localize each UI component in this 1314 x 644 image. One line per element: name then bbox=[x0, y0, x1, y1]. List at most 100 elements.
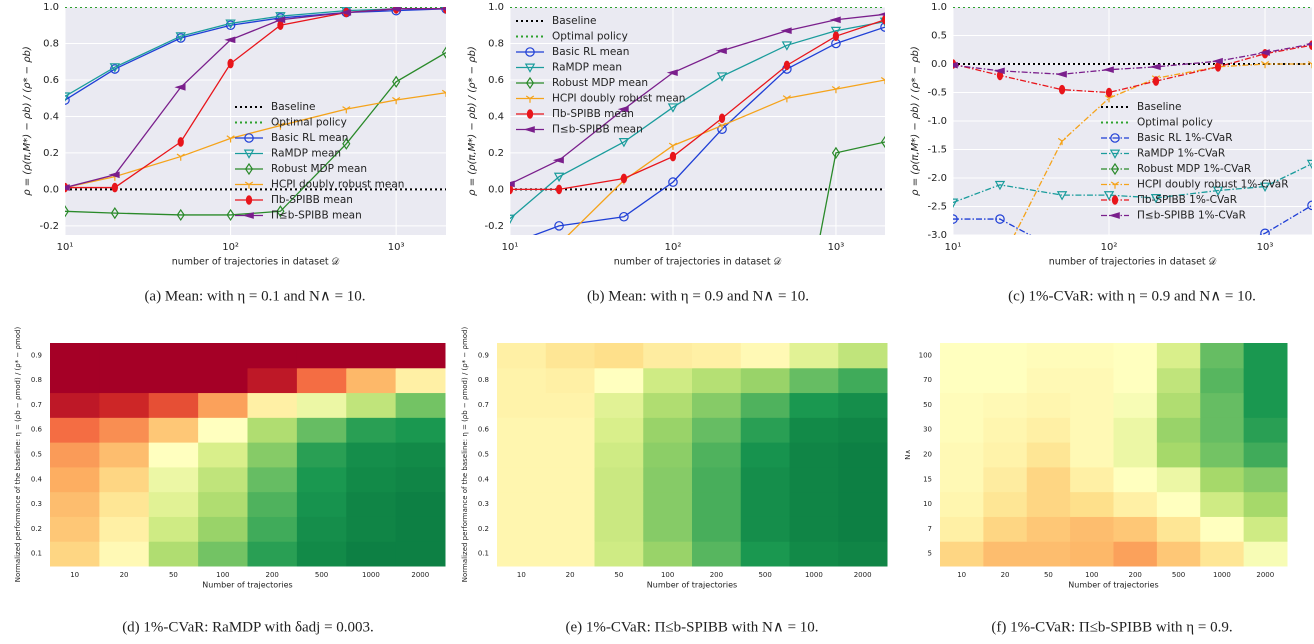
y-tick-label: 0.2 bbox=[43, 148, 59, 159]
heatmap-cell bbox=[545, 541, 595, 567]
heatmap-cell bbox=[497, 343, 547, 369]
heatmap-cell bbox=[983, 367, 1028, 394]
marker bbox=[525, 47, 535, 57]
marker bbox=[994, 180, 1006, 191]
heatmap-cell bbox=[692, 442, 742, 468]
heatmap-cell bbox=[1070, 466, 1114, 493]
x-axis-label: Number of trajectories bbox=[202, 581, 292, 590]
y-tick-label: 0.0 bbox=[931, 59, 947, 70]
heatmap-cell bbox=[1156, 343, 1201, 369]
y-tick-label: 1.0 bbox=[488, 2, 504, 13]
y-tick-label: 0.7 bbox=[31, 401, 42, 409]
heatmap-cell bbox=[1200, 491, 1245, 517]
heatmap-cell bbox=[545, 516, 595, 542]
marker bbox=[555, 184, 563, 195]
heatmap-cell bbox=[497, 442, 547, 468]
heatmap-cell bbox=[594, 466, 644, 493]
series-line bbox=[510, 13, 885, 185]
heatmap-cell bbox=[643, 541, 693, 567]
heatmap-cell bbox=[692, 516, 742, 542]
marker bbox=[782, 95, 791, 103]
heatmap-cell bbox=[1200, 392, 1245, 418]
heatmap-cell bbox=[497, 541, 547, 567]
legend-label: Basic RL mean bbox=[552, 46, 629, 58]
x-tick-label: 1000 bbox=[362, 571, 380, 579]
marker bbox=[523, 126, 535, 133]
x-tick-label: 100 bbox=[661, 571, 674, 579]
marker bbox=[225, 19, 236, 29]
heatmap-cell bbox=[838, 516, 888, 542]
heatmap-cell bbox=[198, 392, 248, 418]
heatmap-cell bbox=[1156, 442, 1201, 468]
heatmap-cell bbox=[296, 367, 347, 394]
x-tick-label: 10 bbox=[957, 571, 966, 579]
heatmap-cell bbox=[1200, 367, 1245, 394]
heatmap-cell bbox=[789, 392, 839, 418]
heatmap-cell bbox=[148, 367, 199, 394]
marker bbox=[953, 214, 958, 224]
marker bbox=[65, 95, 70, 105]
x-tick-label: 500 bbox=[315, 571, 328, 579]
heatmap-cell bbox=[940, 343, 984, 369]
heatmap-cell bbox=[395, 516, 446, 542]
marker bbox=[439, 7, 446, 11]
heatmap-cell bbox=[99, 442, 150, 468]
y-tick-label: -0.2 bbox=[484, 221, 504, 232]
heatmap-cell bbox=[198, 442, 248, 468]
heatmap-cell bbox=[1156, 367, 1201, 394]
heatmap-cell bbox=[545, 491, 595, 517]
heatmap-cell bbox=[50, 417, 100, 443]
heatmap-cell bbox=[99, 541, 150, 567]
marker bbox=[1058, 248, 1066, 256]
heatmap-cell bbox=[247, 541, 298, 567]
heatmap-cell bbox=[1026, 343, 1071, 369]
marker bbox=[1262, 287, 1269, 297]
x-tick-label: 10² bbox=[665, 242, 682, 253]
marker bbox=[1109, 149, 1121, 159]
heatmap-cell bbox=[198, 466, 248, 493]
marker bbox=[225, 20, 236, 31]
heatmap-cell bbox=[99, 392, 150, 418]
x-tick-label: 100 bbox=[1085, 571, 1098, 579]
marker bbox=[831, 146, 841, 160]
heatmap-cell bbox=[983, 442, 1028, 468]
marker bbox=[1305, 42, 1312, 46]
y-tick-label: 0.2 bbox=[478, 525, 489, 533]
marker bbox=[717, 122, 727, 130]
heatmap-cell bbox=[497, 392, 547, 418]
heatmap-cell bbox=[1156, 417, 1201, 443]
x-tick-label: 2000 bbox=[1256, 571, 1274, 579]
y-tick-label: 0.8 bbox=[478, 376, 489, 384]
heatmap-cell bbox=[1113, 516, 1158, 542]
heatmap-cell bbox=[940, 367, 984, 394]
heatmap-cell bbox=[838, 466, 888, 493]
heatmap-cell bbox=[643, 417, 693, 443]
heatmap-cell bbox=[247, 516, 298, 542]
marker bbox=[227, 58, 234, 69]
heatmap-cell bbox=[99, 367, 150, 394]
series-line bbox=[567, 79, 885, 235]
x-tick-label: 1000 bbox=[1213, 571, 1231, 579]
heatmap-cell bbox=[692, 417, 742, 443]
heatmap-cell bbox=[643, 491, 693, 517]
heatmap-cell bbox=[838, 417, 888, 443]
x-tick-label: 2000 bbox=[854, 571, 872, 579]
x-tick-label: 20 bbox=[566, 571, 575, 579]
heatmap-cell bbox=[1026, 392, 1071, 418]
x-tick-label: 10³ bbox=[828, 242, 845, 253]
x-tick-label: 10¹ bbox=[57, 242, 74, 253]
heatmap-cell bbox=[545, 367, 595, 394]
heatmap-cell bbox=[1026, 417, 1071, 443]
heatmap-cell bbox=[497, 417, 547, 443]
heatmap-cell bbox=[198, 491, 248, 517]
marker bbox=[389, 7, 401, 13]
marker bbox=[617, 105, 629, 113]
marker bbox=[340, 9, 352, 16]
heatmap-cell bbox=[838, 367, 888, 394]
heatmap-cell bbox=[1113, 442, 1158, 468]
series-line bbox=[510, 20, 885, 220]
marker bbox=[243, 149, 255, 159]
marker bbox=[277, 20, 284, 31]
legend-label: Basic RL 1%-CVaR bbox=[1137, 132, 1233, 144]
y-tick-label: -0.5 bbox=[927, 88, 947, 99]
